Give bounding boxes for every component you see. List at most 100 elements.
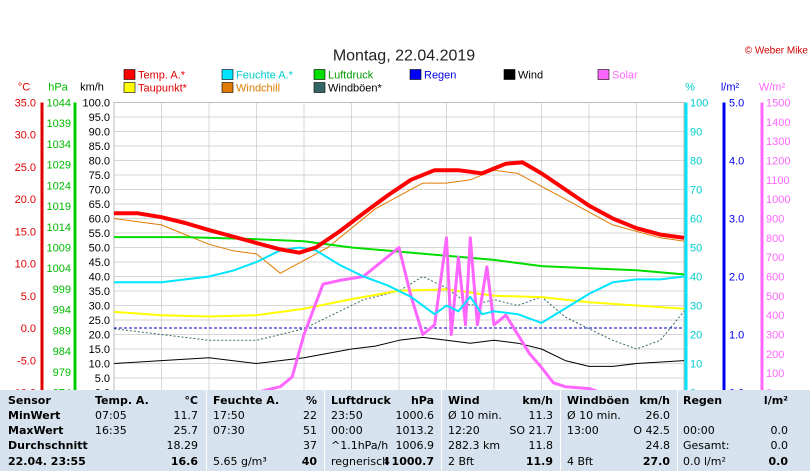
series-wind [113,336,685,367]
stats-table: Sensor Temp. A. °C Feuchte A.% Luftdruck hPa W… [0,390,810,471]
table-cell: Ø 10 min. [567,409,621,422]
table-cell: Temp. A. [95,394,149,407]
table-cell: 1006.9 [395,439,435,452]
table-cell: Gesamt: [683,439,730,452]
rain-tick: 2.0 [729,272,744,284]
wind-tick: 55.0 [89,228,110,240]
wind-tick: 50.0 [89,243,110,255]
legend-swatch [123,82,136,93]
table-cell: 00:00 [683,424,715,437]
table-cell: 16.6 [170,455,198,468]
humidity-tick: 40 [690,272,702,284]
unit-solar: W/m² [759,82,786,94]
table-cell: 282.3 km [448,439,501,452]
rain-tick: 3.0 [729,214,744,226]
table-cell: 26.0 [645,409,671,422]
temp-tick: 15.0 [15,226,36,238]
wind-tick: 95.0 [89,112,110,124]
solar-tick: 1000 [766,194,790,206]
pressure-tick: 999 [53,284,71,296]
table-cell: l/m² [763,394,788,407]
humidity-tick: 50 [690,243,702,255]
pressure-tick: 1039 [47,118,71,130]
table-cell: 11.3 [528,409,554,422]
series-tempa [114,160,685,255]
pressure-tick: 979 [53,367,71,379]
legend-label: Windböen* [328,83,383,95]
table-cell: 0.0 l/m² [683,455,726,468]
table-cell: 1000.6 [395,409,435,422]
wind-tick: 70.0 [89,185,110,197]
solar-tick: 600 [766,272,784,284]
legend-swatch [503,69,516,80]
table-cell: 22.04. 23:55 [8,455,86,468]
table-divider [677,390,678,471]
legend-label: Windchill [236,83,280,95]
temp-tick: -5.0 [17,355,36,367]
table-cell: 16:35 [95,424,127,437]
table-cell: % [305,394,317,407]
pressure-tick: 1009 [47,243,71,255]
table-cell: 4 Bft [567,455,594,468]
humidity-tick: 60 [690,214,702,226]
legend-label: Solar [612,70,638,82]
wind-tick: 80.0 [89,156,110,168]
pressure-tick: 1044 [47,98,71,110]
solar-tick: 1300 [766,136,790,148]
series-feuchtea [114,246,685,324]
solar-tick: 1100 [766,175,790,187]
legend-swatch [221,69,234,80]
unit-kmh: km/h [80,82,104,94]
table-cell: Windböen [567,394,630,407]
table-cell: Durchschnitt [8,439,88,452]
legend-label: Luftdruck [328,70,374,82]
table-cell: 51 [303,424,317,437]
table-cell: 12:20 [448,424,480,437]
solar-tick: 700 [766,252,784,264]
table-cell: regnerisch [331,455,390,468]
temp-tick: 0.0 [21,323,36,335]
table-cell: MinWert [8,409,61,422]
solar-tick: 100 [766,368,784,380]
credit-text: © Weber Mike [745,46,809,57]
table-cell: ^1.1hPa/h [331,439,389,452]
table-cell: 0.0 [768,455,789,468]
table-cell: Luftdruck [331,394,391,407]
rain-tick: 4.0 [729,156,744,168]
table-cell: 24.8 [645,439,671,452]
unit-hpa: hPa [48,82,68,94]
wind-tick: 85.0 [89,141,110,153]
humidity-tick: 90 [690,127,702,139]
solar-tick: 1200 [766,156,790,168]
table-cell: 0.0 [770,424,789,437]
humidity-tick: 20 [690,330,702,342]
temp-tick: 10.0 [15,259,36,271]
table-cell: 07:05 [95,409,127,422]
table-cell: km/h [639,394,670,407]
table-cell: 11.8 [528,439,554,452]
solar-tick: 500 [766,291,784,303]
wind-tick: 10.0 [89,359,110,371]
solar-tick: 1400 [766,117,790,129]
rain-tick: 1.0 [729,330,744,342]
unit-pct: % [685,82,695,94]
table-cell: 2 Bft [448,455,475,468]
table-cell: hPa [410,394,434,407]
temp-tick: 30.0 [15,130,36,142]
wind-tick: 30.0 [89,301,110,313]
table-cell: MaxWert [8,424,64,437]
temp-tick: 5.0 [21,291,36,303]
solar-tick: 1500 [766,98,790,110]
table-divider [441,390,442,471]
humidity-tick: 10 [690,359,702,371]
legend-swatch [313,82,326,93]
table-cell: 11.7 [173,409,199,422]
wind-tick: 20.0 [89,330,110,342]
humidity-tick: 30 [690,301,702,313]
rain-tick: 5.0 [729,98,744,110]
legend-label: Regen [424,70,456,82]
pressure-tick: 1019 [47,201,71,213]
table-cell: 25.7 [173,424,199,437]
wind-tick: 65.0 [89,199,110,211]
table-cell: SO 21.7 [509,424,553,437]
